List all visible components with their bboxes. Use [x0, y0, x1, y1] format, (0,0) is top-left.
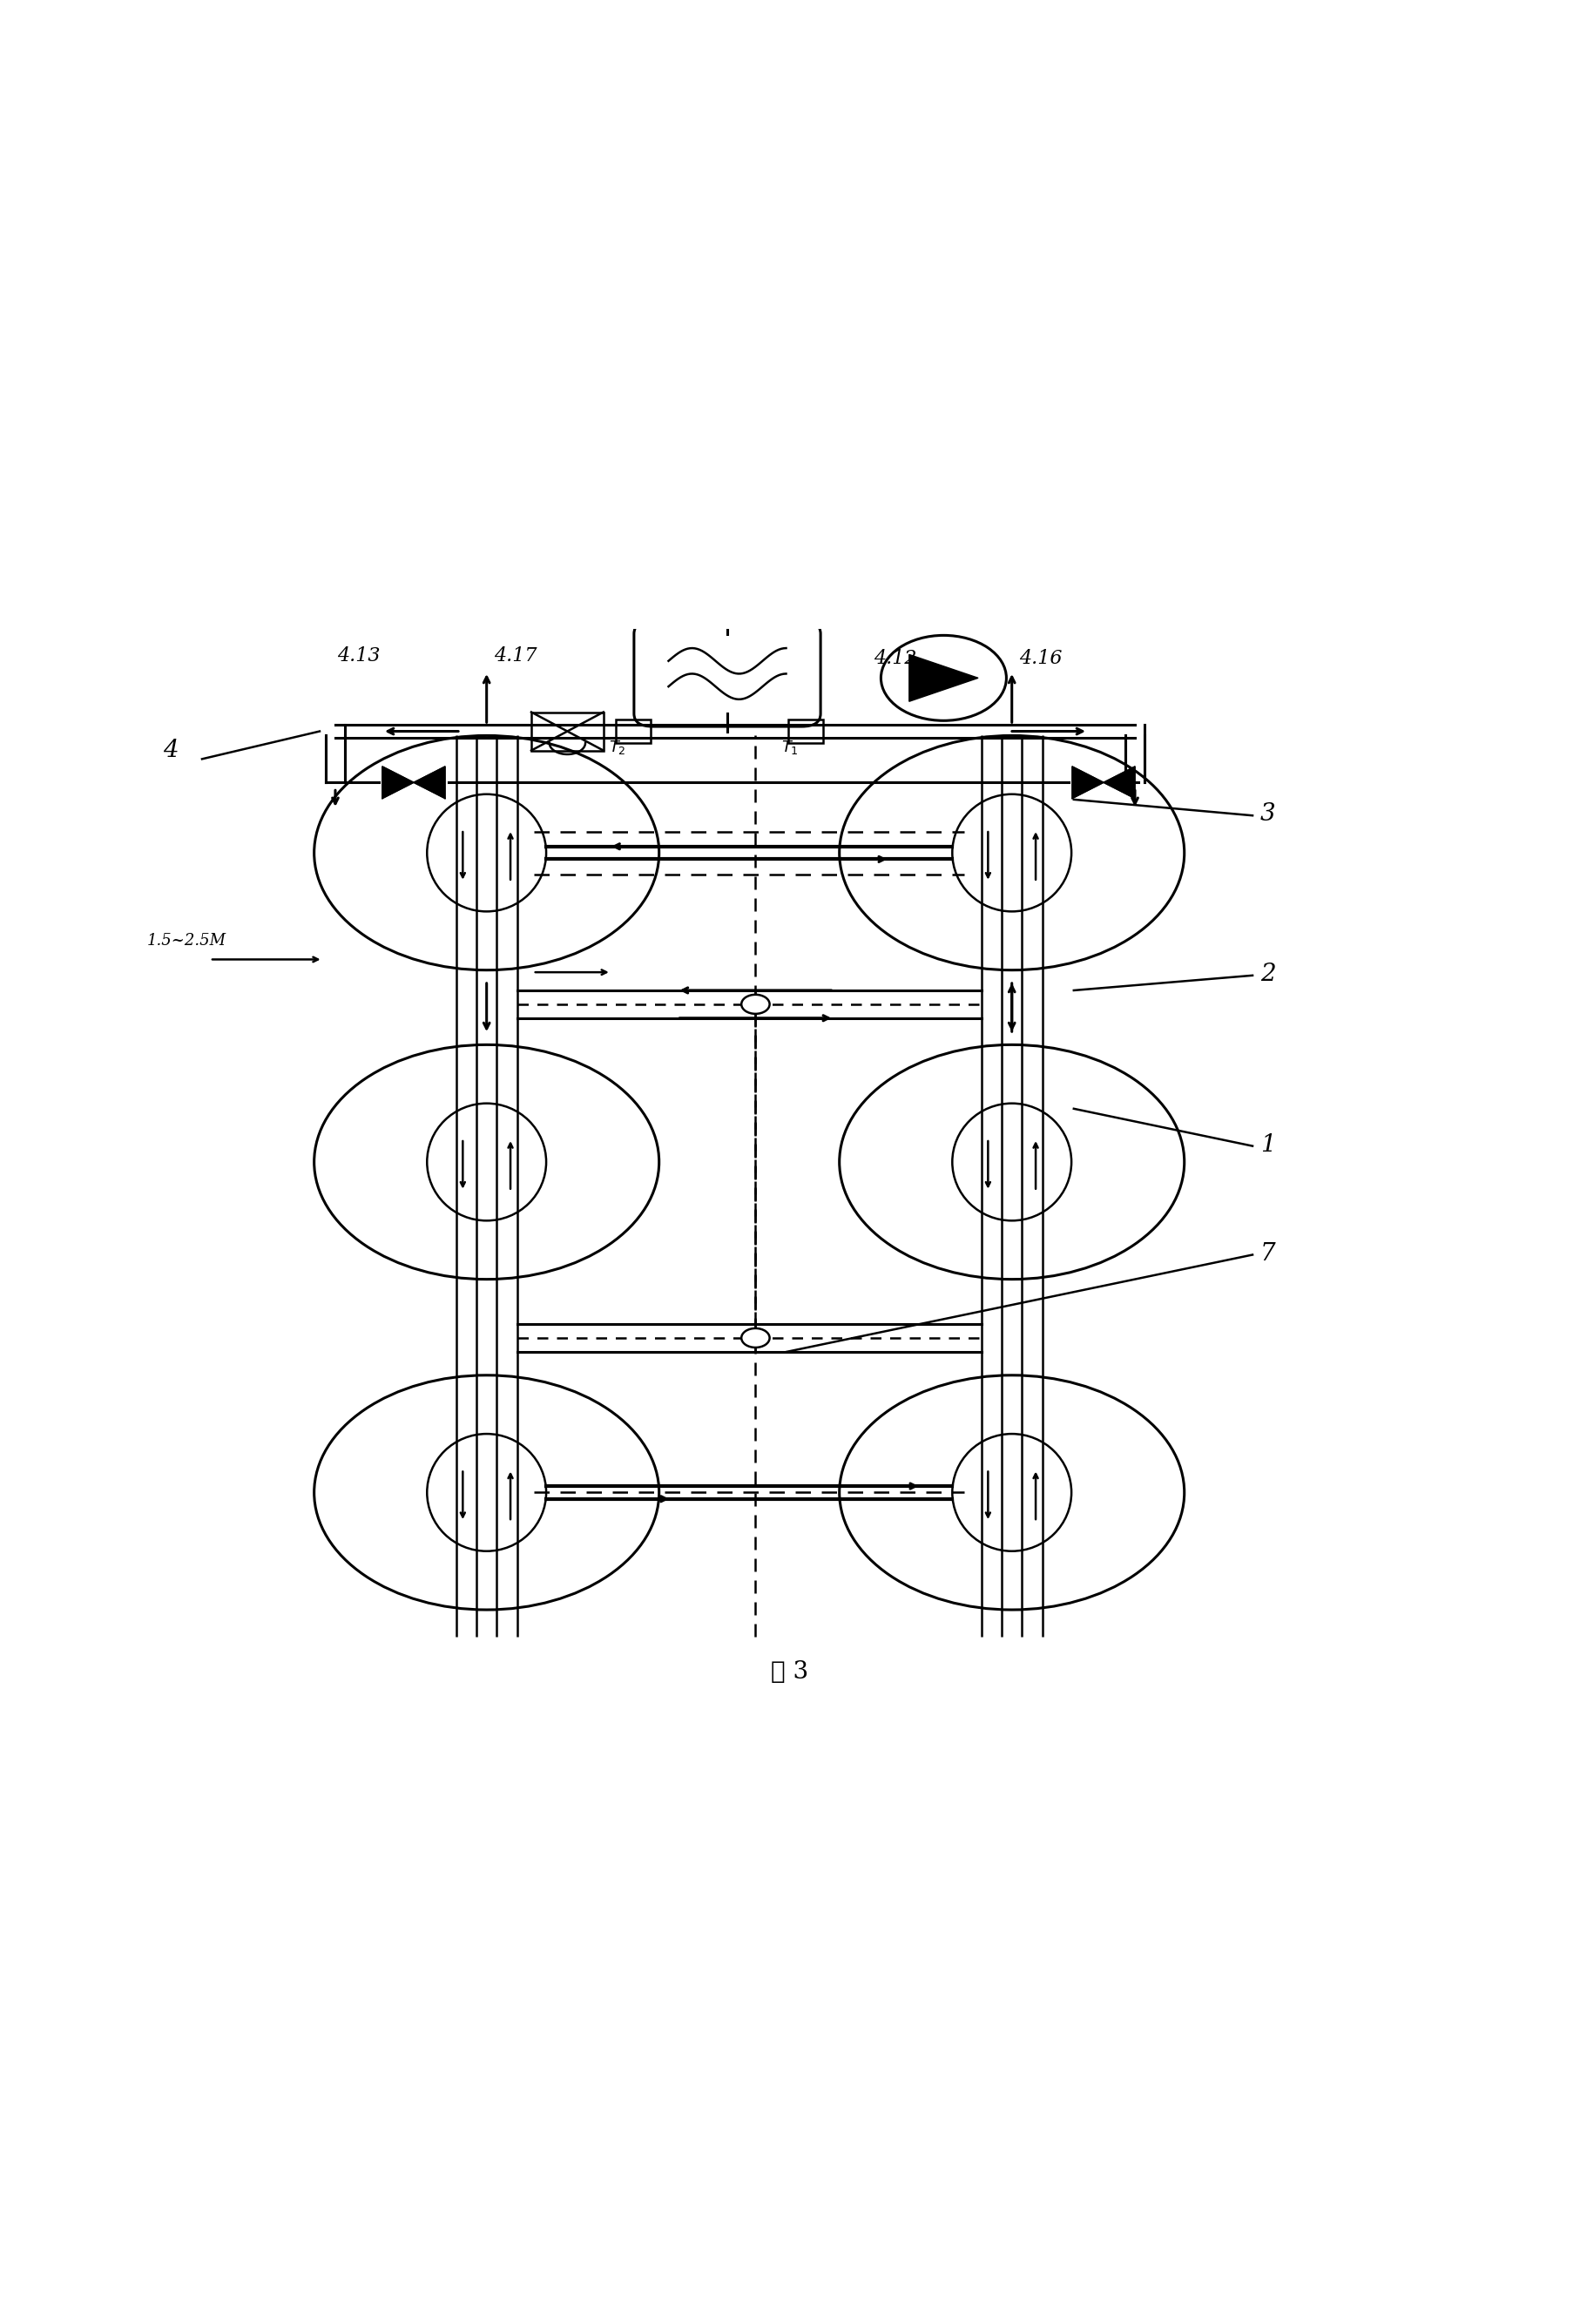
- Text: 4.13: 4.13: [337, 646, 381, 665]
- Polygon shape: [1103, 767, 1134, 799]
- Text: 4.12: 4.12: [874, 648, 916, 669]
- Text: 3: 3: [1261, 802, 1275, 825]
- Text: 4: 4: [163, 739, 179, 762]
- Polygon shape: [908, 655, 978, 702]
- Polygon shape: [1073, 767, 1103, 799]
- Text: 1.5~2.5M: 1.5~2.5M: [147, 934, 226, 948]
- Text: 4.16: 4.16: [1019, 648, 1062, 669]
- Text: 7: 7: [1261, 1241, 1275, 1264]
- Text: 图 3: 图 3: [771, 1659, 809, 1683]
- Text: 4.17: 4.17: [495, 646, 537, 665]
- Text: $T_2$: $T_2$: [608, 739, 626, 755]
- Circle shape: [741, 1329, 769, 1348]
- Text: $T_1$: $T_1$: [782, 739, 798, 755]
- Text: 2: 2: [1261, 962, 1275, 985]
- Circle shape: [741, 995, 769, 1013]
- Polygon shape: [414, 767, 446, 799]
- Text: 1: 1: [1261, 1134, 1275, 1157]
- Polygon shape: [382, 767, 414, 799]
